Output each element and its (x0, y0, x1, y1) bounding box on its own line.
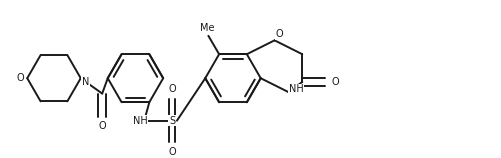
Text: N: N (82, 77, 89, 87)
Text: O: O (17, 73, 24, 83)
Text: O: O (168, 147, 175, 157)
Text: O: O (98, 122, 106, 131)
Text: S: S (169, 116, 175, 126)
Text: O: O (168, 84, 175, 94)
Text: NH: NH (133, 116, 147, 126)
Text: O: O (275, 29, 283, 39)
Text: NH: NH (289, 84, 303, 94)
Text: Me: Me (200, 23, 214, 33)
Text: O: O (331, 77, 338, 87)
